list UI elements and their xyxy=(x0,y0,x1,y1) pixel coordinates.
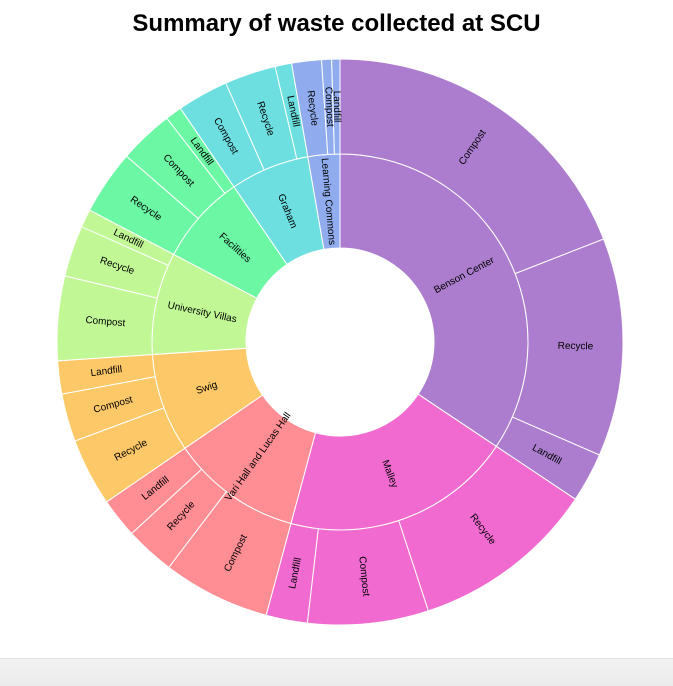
label-learning-commons-recycle: Recycle xyxy=(305,90,320,127)
label-university-villas-compost: Compost xyxy=(85,315,126,329)
label-learning-commons-landfill: Landfill xyxy=(331,91,342,123)
label-learning-commons-compost: Compost xyxy=(322,87,335,128)
sunburst-chart: Benson CenterCompostRecycleLandfillMalle… xyxy=(56,58,624,626)
segment-learning-commons-landfill[interactable] xyxy=(331,58,341,155)
chart-title: Summary of waste collected at SCU xyxy=(132,10,541,37)
footer-bar xyxy=(0,658,673,686)
label-malley-compost: Compost xyxy=(356,556,371,597)
label-swig-landfill: Landfill xyxy=(90,364,123,379)
label-benson-center-recycle: Recycle xyxy=(558,341,594,353)
segment-benson-center-compost[interactable] xyxy=(339,58,605,275)
